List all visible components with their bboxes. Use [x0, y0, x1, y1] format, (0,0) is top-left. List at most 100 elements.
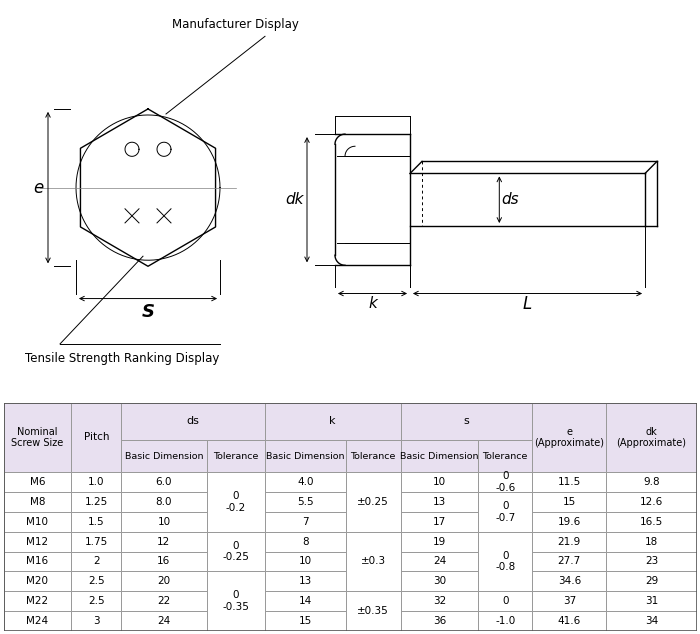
Bar	[400, 472, 478, 492]
Text: 20: 20	[158, 576, 171, 586]
Bar	[265, 611, 346, 631]
Bar	[206, 472, 265, 532]
Text: 7: 7	[302, 517, 309, 527]
Bar	[265, 440, 346, 472]
Bar	[265, 591, 346, 611]
Text: 6.0: 6.0	[155, 477, 172, 487]
Bar	[606, 512, 696, 532]
Text: 15: 15	[299, 616, 312, 626]
Bar	[4, 591, 71, 611]
Text: 0
-0.25: 0 -0.25	[222, 541, 249, 562]
Text: 0
-0.35: 0 -0.35	[222, 590, 249, 612]
Text: 16: 16	[158, 557, 171, 566]
Bar	[121, 571, 206, 591]
Text: 2.5: 2.5	[88, 576, 105, 586]
Text: e
(Approximate): e (Approximate)	[534, 427, 604, 448]
Text: Tolerance: Tolerance	[213, 452, 258, 461]
Text: 13: 13	[299, 576, 312, 586]
Text: ds: ds	[501, 192, 519, 207]
Bar	[4, 492, 71, 512]
Text: M20: M20	[27, 576, 48, 586]
Bar	[71, 403, 121, 472]
Text: dk: dk	[286, 192, 304, 207]
Text: 27.7: 27.7	[558, 557, 581, 566]
Text: 15: 15	[563, 497, 576, 507]
Bar	[606, 611, 696, 631]
Bar	[121, 512, 206, 532]
Bar	[4, 552, 71, 571]
Text: 0: 0	[502, 596, 508, 606]
Bar	[71, 611, 121, 631]
Bar	[606, 472, 696, 492]
Text: ±0.35: ±0.35	[357, 606, 389, 616]
Text: 24: 24	[433, 557, 446, 566]
Bar	[265, 552, 346, 571]
Bar	[532, 552, 606, 571]
Text: ±0.25: ±0.25	[357, 497, 389, 507]
Bar	[4, 512, 71, 532]
Bar	[265, 492, 346, 512]
Bar	[121, 403, 265, 440]
Bar	[532, 472, 606, 492]
Text: ±0.3: ±0.3	[360, 557, 386, 566]
Text: 18: 18	[645, 536, 658, 547]
Text: 21.9: 21.9	[558, 536, 581, 547]
Bar	[346, 472, 400, 532]
Bar	[478, 591, 532, 611]
Bar	[121, 532, 206, 552]
Text: 9.8: 9.8	[643, 477, 660, 487]
Text: 1.25: 1.25	[85, 497, 108, 507]
Bar	[400, 440, 478, 472]
Text: M16: M16	[27, 557, 48, 566]
Bar	[4, 611, 71, 631]
Bar	[71, 552, 121, 571]
Text: ds: ds	[187, 417, 199, 427]
Text: Manufacturer Display: Manufacturer Display	[172, 18, 298, 31]
Text: 10: 10	[433, 477, 446, 487]
Bar	[532, 611, 606, 631]
Bar	[121, 472, 206, 492]
Bar	[265, 571, 346, 591]
Bar	[606, 403, 696, 472]
Bar	[606, 571, 696, 591]
Text: k: k	[368, 296, 377, 311]
Text: 12.6: 12.6	[640, 497, 663, 507]
Text: 11.5: 11.5	[558, 477, 581, 487]
Text: 1.75: 1.75	[85, 536, 108, 547]
Bar	[400, 591, 478, 611]
Bar	[265, 472, 346, 492]
Text: 10: 10	[299, 557, 312, 566]
Text: 17: 17	[433, 517, 446, 527]
Text: -1.0: -1.0	[495, 616, 515, 626]
Text: dk
(Approximate): dk (Approximate)	[617, 427, 687, 448]
Text: 2.5: 2.5	[88, 596, 105, 606]
Bar	[206, 532, 265, 571]
Bar	[400, 611, 478, 631]
Bar	[532, 571, 606, 591]
Bar	[121, 552, 206, 571]
Text: 14: 14	[299, 596, 312, 606]
Bar	[4, 403, 71, 472]
Text: 24: 24	[158, 616, 171, 626]
Bar	[478, 611, 532, 631]
Text: S: S	[141, 302, 155, 321]
Bar	[606, 492, 696, 512]
Bar	[400, 532, 478, 552]
Text: 29: 29	[645, 576, 658, 586]
Text: M22: M22	[27, 596, 48, 606]
Text: 12: 12	[158, 536, 171, 547]
Bar	[121, 611, 206, 631]
Bar	[346, 532, 400, 591]
Bar	[71, 591, 121, 611]
Bar	[400, 403, 532, 440]
Text: L: L	[523, 295, 532, 313]
Text: 16.5: 16.5	[640, 517, 663, 527]
Bar	[206, 571, 265, 631]
Bar	[532, 492, 606, 512]
Bar	[121, 440, 206, 472]
Bar	[532, 532, 606, 552]
Text: Basic Dimension: Basic Dimension	[125, 452, 203, 461]
Bar	[400, 552, 478, 571]
Bar	[400, 571, 478, 591]
Bar	[606, 552, 696, 571]
